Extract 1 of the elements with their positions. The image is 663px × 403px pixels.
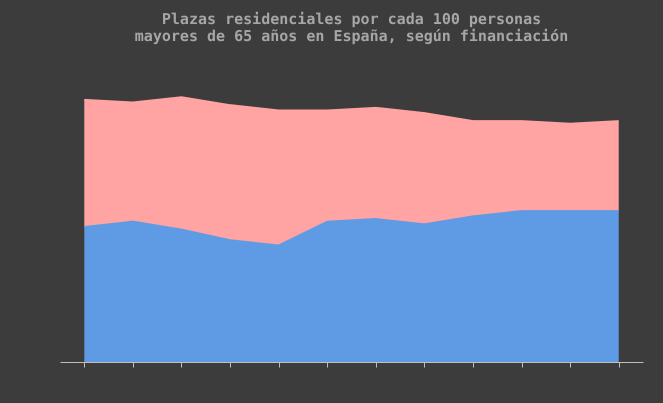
chart-title: Plazas residenciales por cada 100 personas mayores de 65 años en España, según financiación <box>134 10 568 45</box>
